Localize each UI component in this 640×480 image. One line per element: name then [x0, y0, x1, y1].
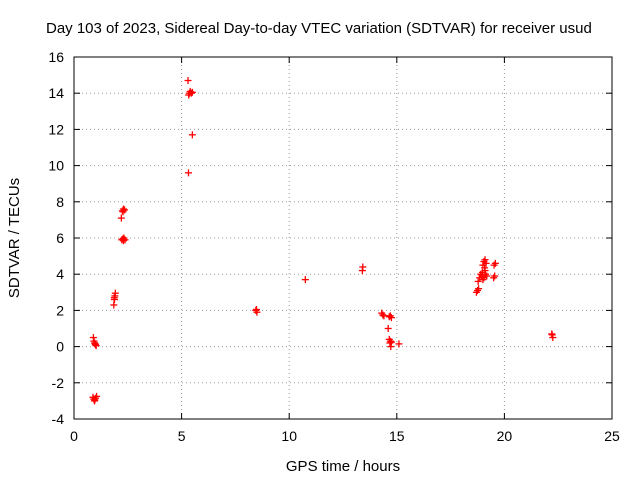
- y-tick-label: -2: [52, 375, 65, 391]
- data-point-marker: [548, 331, 556, 339]
- data-point-marker: [481, 264, 489, 272]
- y-tick-label: 8: [56, 194, 64, 210]
- y-tick-label: 2: [56, 302, 64, 318]
- data-point-marker: [188, 131, 196, 139]
- data-point-marker: [110, 294, 118, 302]
- axis-ticks: [73, 56, 613, 420]
- data-point-marker: [491, 272, 499, 280]
- data-point-marker: [91, 396, 99, 404]
- x-tick-label: 10: [281, 428, 297, 444]
- data-point-marker: [119, 237, 127, 245]
- data-point-marker: [119, 208, 127, 216]
- data-point-marker: [475, 285, 483, 293]
- x-tick-label: 15: [389, 428, 405, 444]
- data-point-marker: [93, 392, 101, 400]
- data-point-marker: [387, 314, 395, 322]
- x-axis-label: GPS time / hours: [286, 458, 400, 475]
- data-point-marker: [386, 339, 394, 347]
- chart-title: Day 103 of 2023, Sidereal Day-to-day VTE…: [46, 20, 592, 37]
- y-tick-label: 6: [56, 230, 64, 246]
- data-point-marker: [482, 259, 490, 267]
- data-point-marker: [188, 88, 196, 96]
- data-point-marker: [481, 256, 489, 264]
- y-tick-label: 0: [56, 339, 64, 355]
- data-point-marker: [483, 272, 491, 280]
- y-tick-label: 12: [48, 121, 64, 137]
- y-tick-label: -4: [52, 411, 65, 427]
- x-tick-label: 20: [497, 428, 513, 444]
- data-point-marker: [359, 263, 367, 271]
- data-point-marker: [252, 305, 260, 313]
- data-point-marker: [384, 325, 392, 332]
- y-tick-label: 4: [56, 266, 64, 282]
- y-tick-label: 16: [48, 49, 64, 65]
- data-point-marker: [121, 236, 129, 244]
- data-point-marker: [379, 311, 387, 319]
- data-points: [89, 77, 557, 405]
- data-point-marker: [117, 214, 125, 222]
- data-point-marker: [478, 268, 486, 276]
- y-tick-label: 14: [48, 85, 64, 101]
- y-axis-label: SDTVAR / TECUs: [6, 178, 23, 298]
- tick-labels: 0 5 10 15 20 25 -4 -2 0 2 4 6 8 10 12 14 16: [48, 49, 620, 444]
- x-tick-label: 25: [604, 428, 620, 444]
- data-point-marker: [380, 312, 388, 320]
- data-point-marker: [184, 77, 192, 85]
- y-tick-label: 10: [48, 158, 64, 174]
- data-point-marker: [111, 289, 119, 297]
- data-point-marker: [301, 276, 309, 284]
- data-point-marker: [187, 89, 195, 97]
- x-tick-label: 5: [178, 428, 186, 444]
- x-tick-label: 0: [70, 428, 78, 444]
- data-point-marker: [184, 169, 192, 177]
- data-point-marker: [474, 277, 482, 285]
- data-point-marker: [91, 340, 99, 348]
- data-point-marker: [387, 343, 395, 351]
- grid-lines: [74, 57, 612, 419]
- data-point-marker: [395, 340, 403, 348]
- data-point-marker: [491, 259, 499, 267]
